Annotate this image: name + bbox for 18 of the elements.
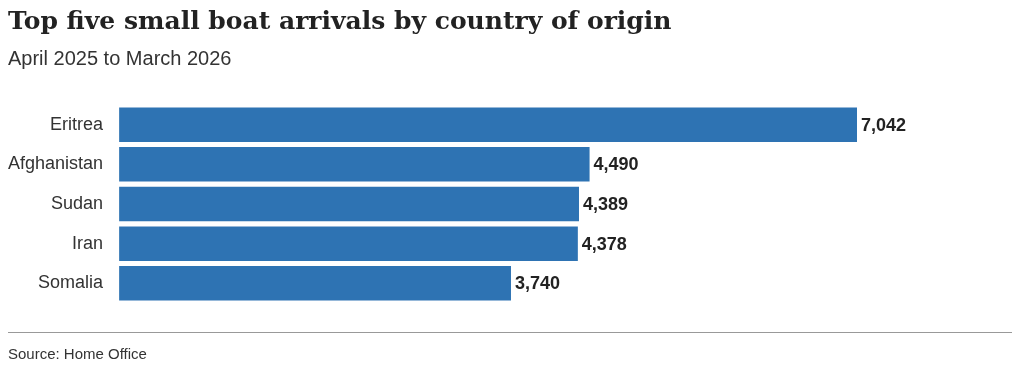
data-label: 4,378	[581, 233, 627, 254]
data-label: 4,389	[582, 193, 629, 214]
y-tick-label: Eritrea	[50, 113, 105, 134]
bar	[119, 186, 579, 222]
chart-title: Top five small boat arrivals by country of origin	[8, 6, 672, 35]
y-tick-label: Afghanistan	[7, 153, 104, 174]
data-label: 4,490	[593, 154, 639, 175]
source-note: Source: Home Office	[8, 345, 147, 362]
bar	[119, 226, 578, 261]
chart-subtitle: April 2025 to March 2026	[8, 47, 232, 70]
y-tick-label: Somalia	[38, 272, 105, 293]
bar	[119, 147, 590, 182]
data-label: 3,740	[514, 273, 561, 294]
data-label: 7,042	[861, 114, 907, 135]
y-tick-label: Sudan	[51, 192, 104, 213]
bar	[119, 266, 511, 301]
bar	[119, 107, 857, 142]
y-tick-label: Iran	[72, 232, 104, 253]
